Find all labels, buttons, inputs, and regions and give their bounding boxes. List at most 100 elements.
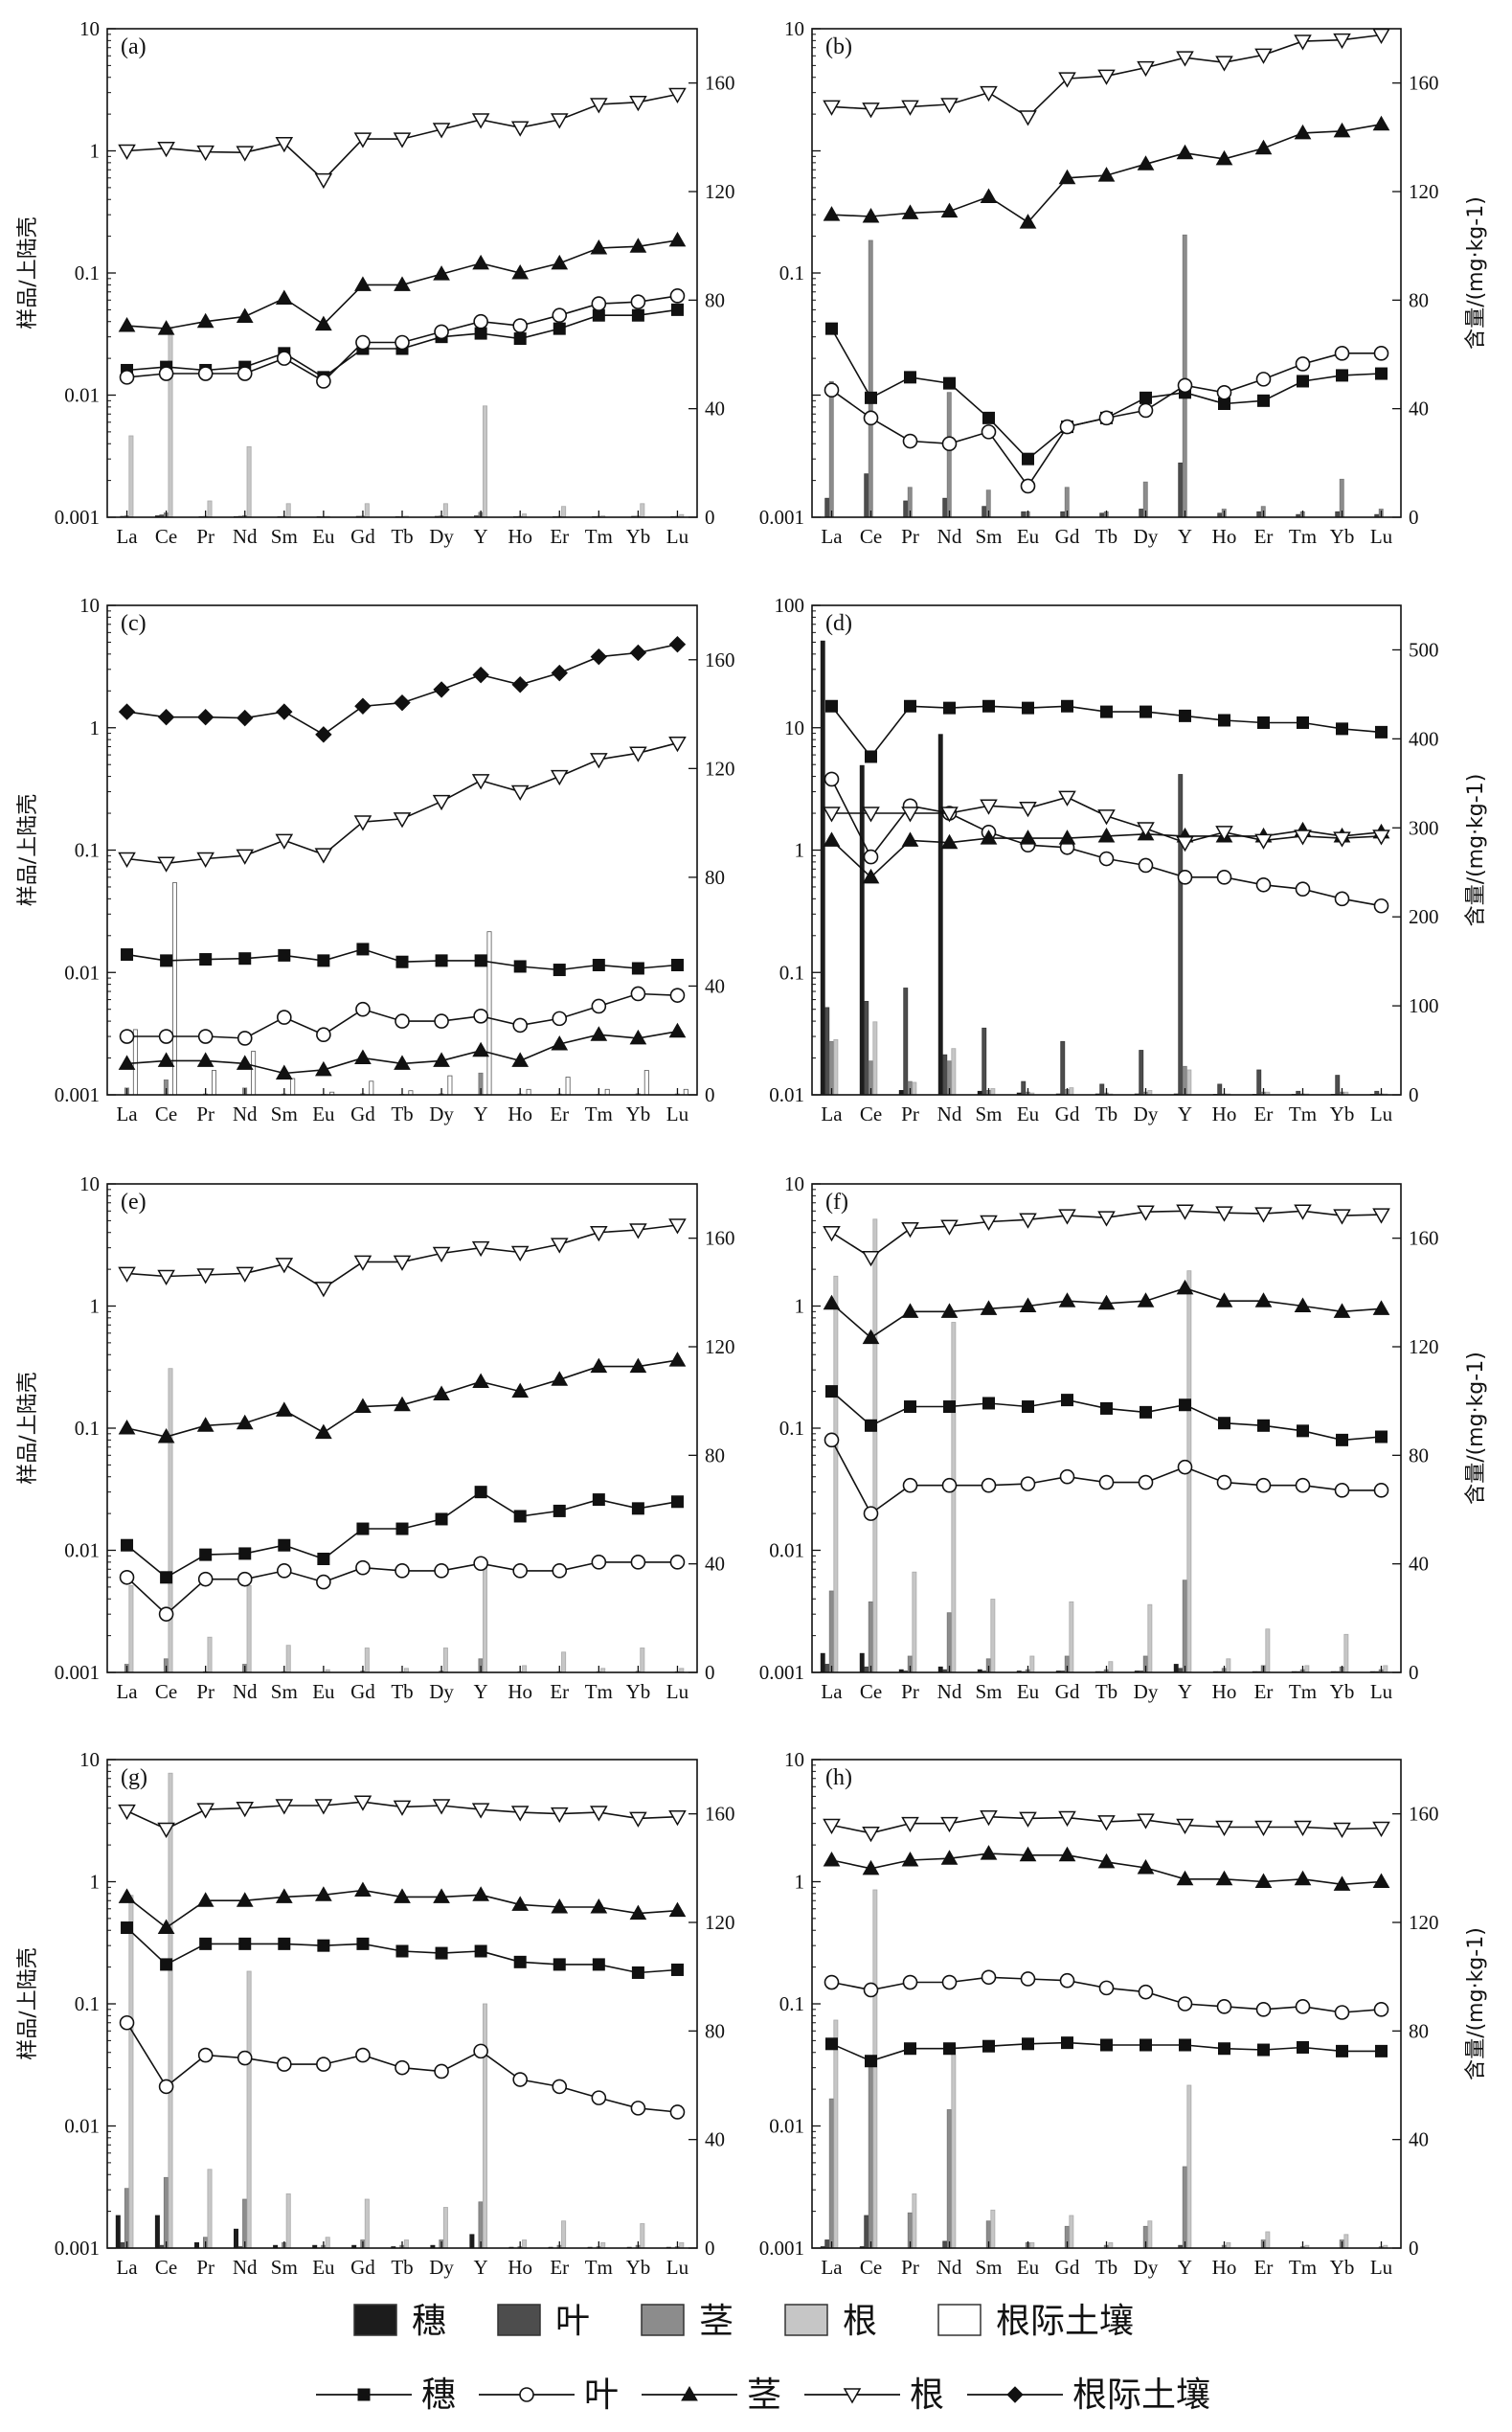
x-tick-label: Nd — [233, 525, 258, 548]
x-tick-label: Sm — [975, 2256, 1002, 2279]
y-tick-label-left: 0.001 — [759, 506, 804, 529]
data-point — [197, 2047, 214, 2063]
data-point — [1137, 60, 1155, 78]
x-tick-label: Ho — [1212, 525, 1237, 548]
x-tick-label: Ce — [860, 2256, 882, 2279]
data-point — [551, 1034, 569, 1051]
x-tick-label: Ho — [1212, 1102, 1237, 1125]
data-point — [1375, 1430, 1388, 1443]
data-point — [862, 1251, 880, 1267]
data-point — [511, 1052, 530, 1067]
data-point — [629, 1357, 647, 1374]
legend-marker — [843, 2388, 862, 2404]
data-point — [236, 307, 254, 323]
bar — [168, 327, 173, 518]
data-point — [354, 276, 372, 291]
y-tick-label-right: 120 — [1409, 180, 1439, 203]
x-tick-label: Eu — [1017, 1680, 1040, 1703]
data-point — [1177, 1996, 1193, 2012]
data-point — [629, 1223, 647, 1239]
y-tick-label-right: 80 — [1409, 2019, 1429, 2042]
x-tick-label: Lu — [666, 2256, 689, 2279]
data-point — [980, 1809, 998, 1827]
x-tick-label: Yb — [1330, 1680, 1355, 1703]
data-point — [1058, 72, 1076, 88]
data-point — [510, 784, 530, 802]
y-tick-label-left: 0.1 — [779, 1417, 804, 1440]
y-tick-label-right: 80 — [705, 288, 725, 311]
x-tick-label: Gd — [350, 2256, 375, 2279]
bar — [1099, 1083, 1105, 1096]
data-point — [1255, 876, 1272, 893]
bar — [833, 1275, 839, 1673]
data-point — [1022, 452, 1034, 466]
data-point — [196, 1892, 214, 1907]
data-point — [314, 172, 333, 190]
data-point — [512, 1017, 529, 1034]
data-point — [395, 1944, 409, 1958]
data-point — [902, 1477, 918, 1493]
data-point — [471, 1803, 490, 1819]
data-point — [631, 308, 644, 322]
y-axis-title-right: 含量/(mg·kg-1) — [1464, 1352, 1488, 1505]
data-point — [668, 1901, 687, 1918]
data-point — [629, 1029, 647, 1045]
data-point — [1177, 1459, 1193, 1475]
data-point — [157, 1269, 175, 1286]
data-point — [158, 1029, 174, 1044]
bar — [1060, 1040, 1066, 1096]
bar — [168, 1368, 173, 1673]
data-point — [118, 144, 136, 161]
y-tick-label-right: 0 — [705, 2237, 715, 2260]
data-point — [513, 332, 527, 346]
data-point — [590, 753, 608, 769]
data-point — [395, 955, 409, 968]
y-tick-label-right: 120 — [705, 1335, 735, 1358]
data-point — [315, 1060, 332, 1077]
x-tick-label: Y — [474, 1680, 488, 1703]
bar — [403, 2239, 409, 2249]
data-point — [551, 254, 569, 270]
data-point — [196, 1803, 214, 1819]
data-point — [865, 2055, 877, 2068]
x-tick-label: Eu — [312, 2256, 335, 2279]
bar — [990, 1088, 996, 1096]
legend-marker — [681, 2385, 698, 2401]
data-point — [356, 1937, 370, 1950]
y-tick-label-left: 0.1 — [779, 1992, 804, 2015]
x-tick-label: Gd — [1055, 525, 1080, 548]
data-point — [630, 294, 646, 309]
data-point — [394, 1888, 411, 1903]
x-tick-label: Nd — [233, 2256, 258, 2279]
bar — [1226, 1658, 1231, 1673]
chart-panel: La Ce Pr Nd Sm Eu Gd Tb Dy Y Ho Er Tm Yb Lu 0.01 0.1 1 10 1… — [769, 594, 1488, 1125]
data-point — [901, 204, 919, 219]
x-tick-label: Dy — [429, 1102, 454, 1125]
data-point — [1022, 2037, 1034, 2051]
bar — [526, 1088, 531, 1096]
data-point — [824, 382, 840, 398]
data-point — [1215, 56, 1233, 72]
bar — [246, 1584, 252, 1673]
bar — [469, 2234, 475, 2249]
data-point — [157, 1427, 175, 1443]
data-point — [1295, 1477, 1311, 1493]
bar — [1226, 2241, 1231, 2249]
bar — [859, 1652, 865, 1673]
y-tick-label-right: 80 — [705, 1443, 725, 1466]
data-point — [238, 1937, 252, 1950]
bar — [447, 1075, 453, 1096]
data-point — [275, 1064, 293, 1080]
data-point — [670, 303, 684, 316]
data-point — [395, 1522, 409, 1535]
data-point — [1059, 1972, 1075, 1989]
x-tick-label: Yb — [626, 525, 651, 548]
data-point — [393, 812, 412, 829]
panel-label: (b) — [825, 34, 852, 59]
data-point — [511, 263, 530, 280]
y-tick-label-right: 100 — [1409, 994, 1439, 1017]
data-point — [630, 2101, 646, 2116]
data-point — [432, 1246, 451, 1263]
data-point — [1098, 410, 1115, 426]
data-point — [471, 1240, 490, 1258]
